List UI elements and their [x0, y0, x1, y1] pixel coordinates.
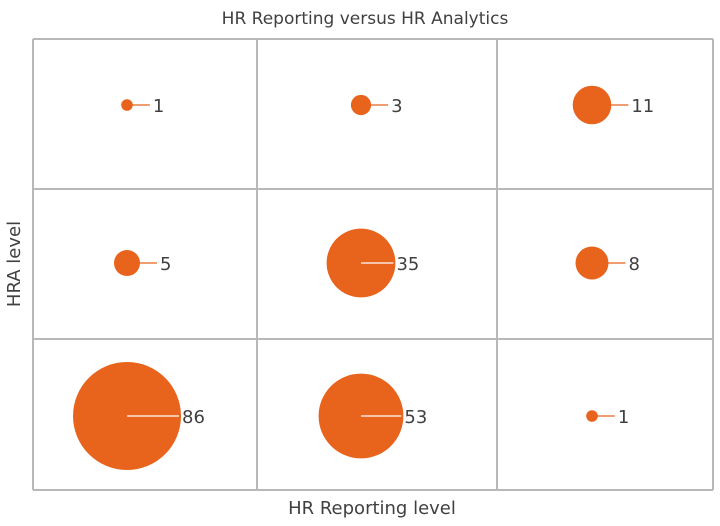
bubble-data-label-8: 53 [404, 407, 427, 428]
bubble-data-label-6: 8 [628, 254, 639, 275]
bubble-data-label-7: 86 [182, 407, 205, 428]
plot-grid [32, 38, 714, 491]
bubble-series: 1 3 11 5 35 8 86 53 1 [73, 85, 654, 470]
x-axis-label: HR Reporting level [288, 498, 456, 519]
bubble-data-label-2: 3 [391, 96, 402, 117]
bubble-data-label-3: 11 [631, 96, 654, 117]
bubble-data-label-1: 1 [153, 96, 164, 117]
y-axis-label: HRA level [4, 221, 25, 307]
chart-title: HR Reporting versus HR Analytics [222, 9, 509, 29]
bubble-data-label-9: 1 [618, 407, 629, 428]
bubble-data-label-4: 5 [160, 254, 171, 275]
bubble-data-label-5: 35 [396, 254, 419, 275]
